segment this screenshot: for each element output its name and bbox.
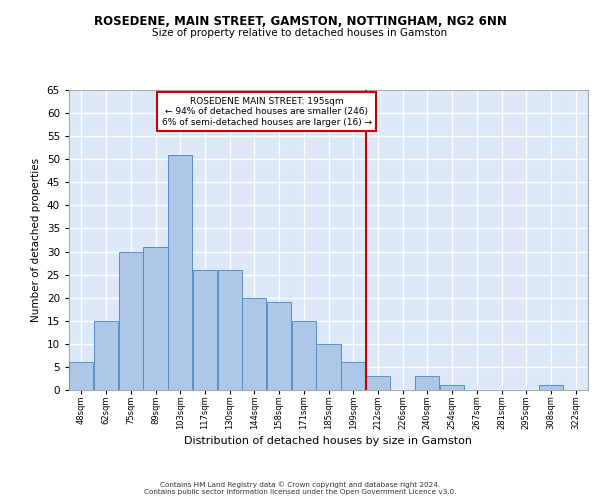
- Text: Size of property relative to detached houses in Gamston: Size of property relative to detached ho…: [152, 28, 448, 38]
- Y-axis label: Number of detached properties: Number of detached properties: [31, 158, 41, 322]
- Bar: [316, 344, 341, 390]
- Bar: [539, 386, 563, 390]
- Bar: [415, 376, 439, 390]
- Bar: [292, 321, 316, 390]
- Bar: [119, 252, 143, 390]
- Bar: [94, 321, 118, 390]
- Bar: [440, 386, 464, 390]
- Bar: [143, 247, 167, 390]
- Text: ROSEDENE MAIN STREET: 195sqm
← 94% of detached houses are smaller (246)
6% of se: ROSEDENE MAIN STREET: 195sqm ← 94% of de…: [161, 97, 372, 126]
- Bar: [168, 154, 193, 390]
- Bar: [242, 298, 266, 390]
- Text: ROSEDENE, MAIN STREET, GAMSTON, NOTTINGHAM, NG2 6NN: ROSEDENE, MAIN STREET, GAMSTON, NOTTINGH…: [94, 15, 506, 28]
- Bar: [69, 362, 94, 390]
- Bar: [193, 270, 217, 390]
- X-axis label: Distribution of detached houses by size in Gamston: Distribution of detached houses by size …: [185, 436, 473, 446]
- Bar: [267, 302, 291, 390]
- Bar: [366, 376, 390, 390]
- Text: Contains HM Land Registry data © Crown copyright and database right 2024.
Contai: Contains HM Land Registry data © Crown c…: [144, 482, 456, 495]
- Bar: [218, 270, 242, 390]
- Bar: [341, 362, 365, 390]
